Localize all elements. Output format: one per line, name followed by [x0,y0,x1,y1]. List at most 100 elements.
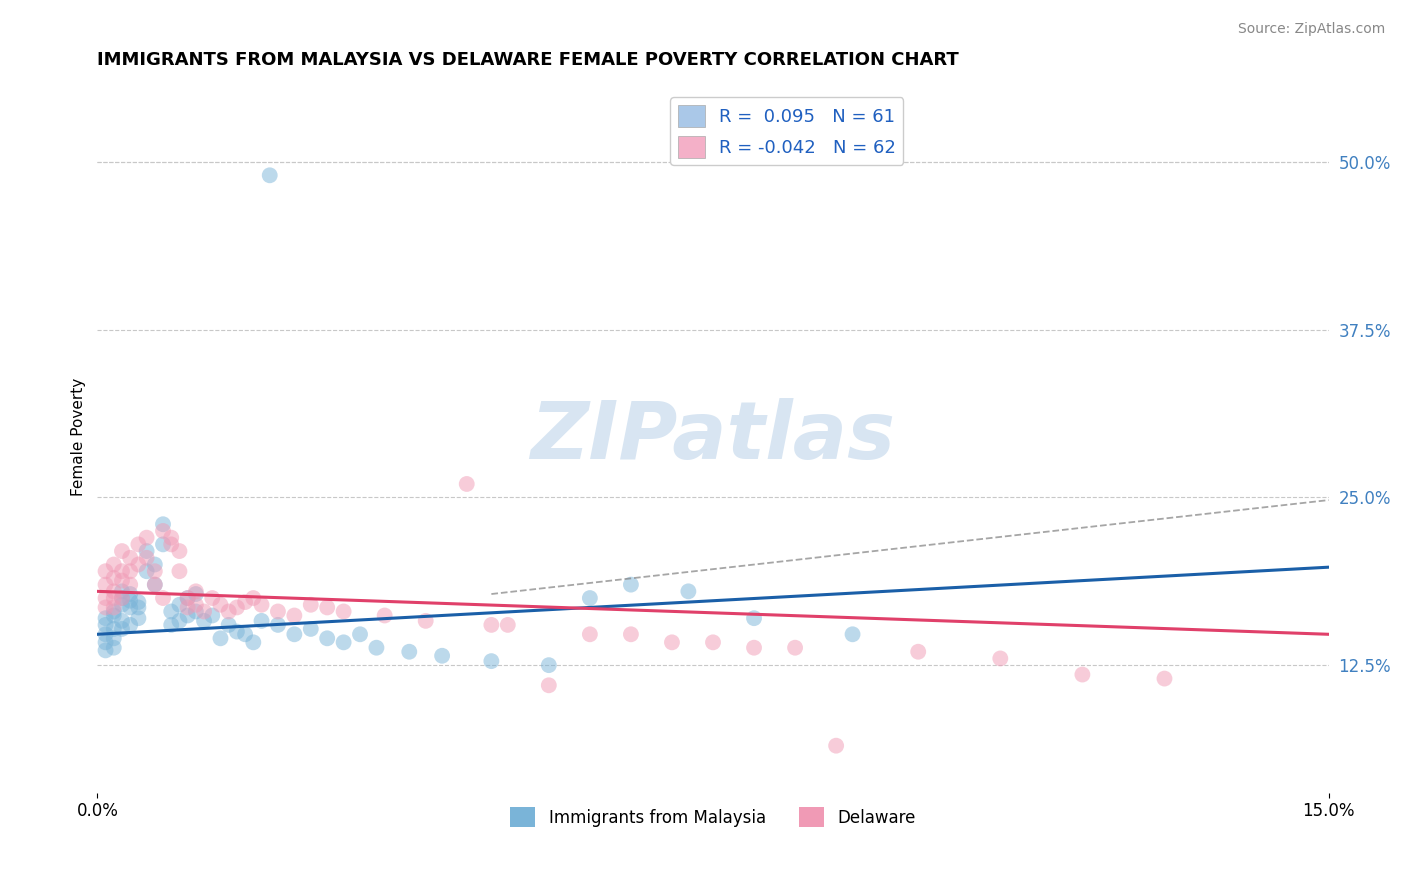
Point [160,618,183,632]
Point [620,577,643,591]
Point [127,611,149,625]
Point [169,544,191,558]
Point [201,608,224,623]
Point [94,618,117,632]
Point [120,577,142,591]
Point [201,591,224,605]
Point [169,614,191,628]
Point [143,577,166,591]
Point [332,605,354,619]
Point [579,627,602,641]
Point [94,577,117,591]
Y-axis label: Female Poverty: Female Poverty [72,378,86,496]
Point [103,622,125,636]
Point [120,587,142,601]
Point [537,678,560,692]
Point [103,558,125,572]
Point [374,608,396,623]
Point [267,618,290,632]
Point [193,605,215,619]
Point [160,531,183,545]
Point [316,600,339,615]
Point [430,648,453,663]
Point [103,608,125,623]
Point [103,600,125,615]
Point [152,517,174,532]
Point [143,564,166,578]
Point [169,598,191,612]
Point [111,574,134,588]
Point [218,605,240,619]
Point [176,591,198,605]
Legend: Immigrants from Malaysia, Delaware: Immigrants from Malaysia, Delaware [503,800,922,834]
Point [250,598,273,612]
Point [283,608,305,623]
Point [299,598,322,612]
Point [111,622,134,636]
Point [332,635,354,649]
Point [120,564,142,578]
Point [742,640,765,655]
Point [988,651,1011,665]
Point [456,477,478,491]
Point [127,600,149,615]
Point [111,544,134,558]
Point [152,591,174,605]
Point [415,614,437,628]
Point [176,591,198,605]
Point [135,544,157,558]
Point [94,591,117,605]
Point [120,550,142,565]
Text: Source: ZipAtlas.com: Source: ZipAtlas.com [1237,22,1385,37]
Point [316,632,339,646]
Point [94,600,117,615]
Point [218,618,240,632]
Point [111,598,134,612]
Point [152,524,174,538]
Point [135,550,157,565]
Point [103,591,125,605]
Point [1153,672,1175,686]
Point [135,531,157,545]
Point [103,605,125,619]
Point [267,605,290,619]
Point [841,627,863,641]
Point [120,618,142,632]
Point [103,584,125,599]
Text: ZIPatlas: ZIPatlas [530,398,896,476]
Point [184,598,207,612]
Point [135,564,157,578]
Point [103,632,125,646]
Point [103,571,125,585]
Point [479,618,502,632]
Point [94,643,117,657]
Point [242,591,264,605]
Point [127,558,149,572]
Point [143,577,166,591]
Point [678,584,700,599]
Point [120,600,142,615]
Point [176,600,198,615]
Point [620,627,643,641]
Point [111,591,134,605]
Point [143,558,166,572]
Point [193,614,215,628]
Point [111,564,134,578]
Point [661,635,683,649]
Point [184,605,207,619]
Point [366,640,388,655]
Point [242,635,264,649]
Point [111,584,134,599]
Point [250,614,273,628]
Point [283,627,305,641]
Point [103,640,125,655]
Point [537,658,560,673]
Point [209,632,232,646]
Point [579,591,602,605]
Point [225,600,247,615]
Point [152,537,174,551]
Point [160,605,183,619]
Point [349,627,371,641]
Point [259,169,281,183]
Point [398,645,420,659]
